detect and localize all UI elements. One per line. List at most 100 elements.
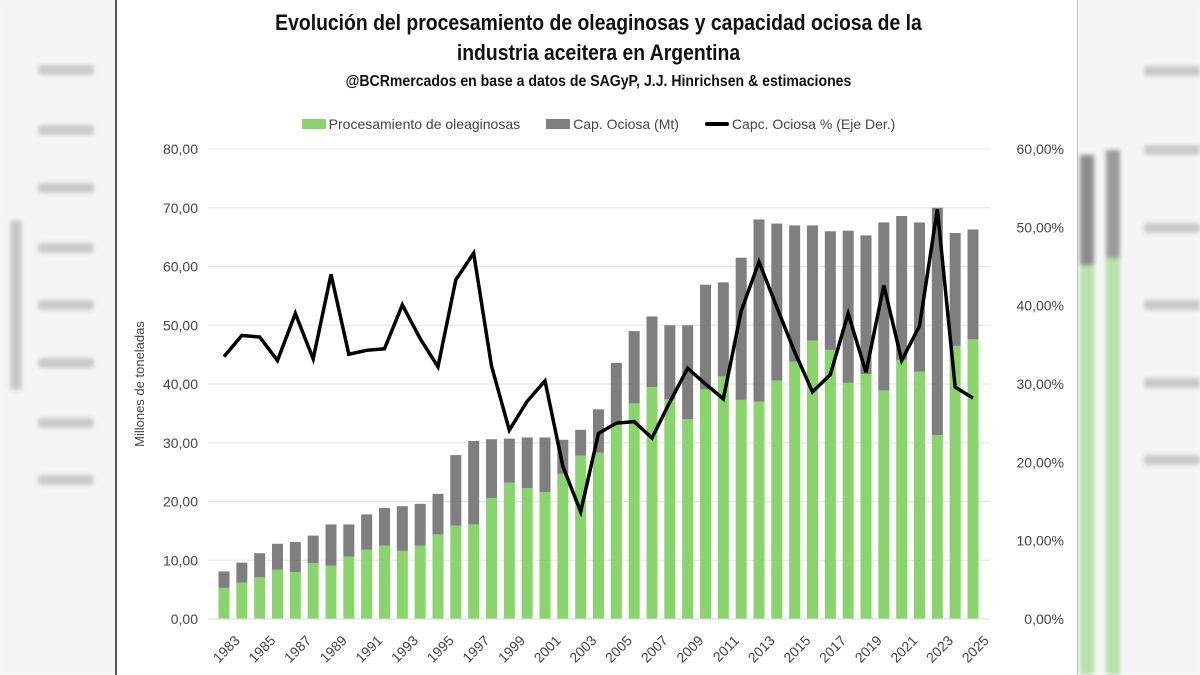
bar-idle-capacity <box>272 543 283 570</box>
bar-processing <box>396 550 408 619</box>
bar-processing <box>307 563 319 619</box>
x-tick-label: 1993 <box>388 632 421 665</box>
legend-swatch-gray <box>546 119 571 129</box>
bar-processing <box>700 389 711 619</box>
blurred-tick <box>38 475 94 485</box>
bar-processing <box>664 399 676 619</box>
x-tick-label: 2011 <box>710 632 743 665</box>
bar-processing <box>628 403 640 619</box>
chart-panel: Evolución del procesamiento de oleaginos… <box>115 0 1078 675</box>
bar-idle-capacity <box>236 562 248 583</box>
bar-idle-capacity <box>807 225 818 341</box>
x-tick-label: 1985 <box>245 632 278 665</box>
bar-processing <box>789 361 801 619</box>
bar-processing <box>289 572 301 619</box>
x-tick-label: 2013 <box>745 632 778 665</box>
legend-label: Cap. Ociosa (Mt) <box>573 116 679 132</box>
legend-label: Procesamiento de oleaginosas <box>328 116 521 132</box>
bar-processing <box>807 340 818 619</box>
bar-idle-capacity <box>521 437 533 488</box>
bar-idle-capacity <box>450 455 462 526</box>
blurred-tick <box>1144 223 1200 233</box>
y-tick-right: 60,00% <box>1017 141 1064 157</box>
blurred-tick <box>1144 378 1200 388</box>
x-tick-label: 1999 <box>495 632 528 665</box>
blurred-bar <box>1080 265 1094 675</box>
blurred-ylabel <box>10 220 22 390</box>
bar-processing <box>503 482 515 619</box>
chart-subtitle: @BCRmercados en base a datos de SAGyP, J… <box>345 73 852 90</box>
line-idle-percent <box>222 209 974 518</box>
bar-processing <box>557 473 569 619</box>
bar-processing <box>717 376 729 619</box>
x-tick-label: 2023 <box>923 632 956 665</box>
bar-idle-capacity <box>557 439 569 474</box>
bar-processing <box>646 386 658 619</box>
blurred-bar <box>1080 155 1094 265</box>
bar-idle-capacity <box>254 553 266 578</box>
bar-idle-capacity <box>486 439 497 498</box>
blurred-background-right <box>1078 0 1200 675</box>
bar-processing <box>593 452 604 619</box>
y-tick-left: 70,00 <box>163 200 198 216</box>
bar-processing <box>931 435 943 619</box>
bar-idle-capacity <box>218 571 230 588</box>
blurred-tick <box>1144 66 1200 76</box>
y-tick-left: 0,00 <box>171 611 198 627</box>
bar-processing <box>272 569 283 619</box>
bar-processing <box>682 419 694 619</box>
bar-processing <box>521 487 533 619</box>
chart-plot: 0,00 10,00 20,00 30,00 40,00 50,00 60,00 70,00 8… <box>132 141 1064 666</box>
chart-title-line-2: industria aceitera en Argentina <box>456 40 741 65</box>
y-tick-left: 50,00 <box>163 317 198 333</box>
x-tick-label: 2025 <box>959 632 992 665</box>
x-tick-label: 1983 <box>210 632 243 665</box>
x-tick-label: 2019 <box>852 632 885 665</box>
blurred-bar <box>1106 150 1120 258</box>
blurred-tick <box>38 418 94 428</box>
y-tick-left: 60,00 <box>163 259 198 275</box>
y-tick-left: 10,00 <box>163 552 198 568</box>
legend-swatch-green <box>301 119 326 129</box>
bar-idle-capacity <box>824 231 836 350</box>
bar-idle-capacity <box>307 535 319 564</box>
x-tick-label: 1991 <box>352 632 385 665</box>
bar-processing <box>842 382 854 619</box>
y-tick-right: 0,00% <box>1024 611 1064 627</box>
x-tick-label: 1997 <box>459 632 492 665</box>
bar-idle-capacity <box>664 325 676 400</box>
bar-processing <box>949 345 961 619</box>
bar-idle-capacity <box>842 230 854 383</box>
bar-processing <box>575 455 587 619</box>
bar-processing <box>379 545 390 619</box>
legend-item-idle-percent: Capc. Ociosa % (Eje Der.) <box>704 116 895 132</box>
blurred-tick <box>1144 145 1200 155</box>
y-tick-right: 30,00% <box>1017 376 1064 392</box>
bar-processing <box>468 524 480 619</box>
bar-idle-capacity <box>396 506 408 551</box>
bar-idle-capacity <box>539 437 551 493</box>
legend-item-processing: Procesamiento de oleaginosas <box>301 116 521 132</box>
bar-idle-capacity <box>379 507 390 546</box>
bar-idle-capacity <box>860 235 872 375</box>
blurred-tick <box>1144 455 1200 465</box>
blurred-tick <box>38 300 94 310</box>
bar-processing <box>414 545 426 619</box>
y-tick-left: 30,00 <box>163 435 198 451</box>
bar-processing <box>539 492 551 619</box>
bar-idle-capacity <box>789 225 801 362</box>
bar-processing <box>735 399 747 619</box>
blurred-tick <box>38 358 94 368</box>
bar-idle-capacity <box>949 233 961 346</box>
bar-idle-capacity <box>878 222 890 391</box>
y-tick-right: 50,00% <box>1017 219 1064 235</box>
bar-processing <box>236 582 248 619</box>
bar-idle-capacity <box>735 257 747 400</box>
bar-processing <box>753 401 765 619</box>
bar-processing <box>914 371 925 619</box>
bar-idle-capacity <box>468 440 480 525</box>
bar-idle-capacity <box>593 409 604 453</box>
bar-processing <box>771 380 783 619</box>
x-tick-label: 1995 <box>424 632 457 665</box>
blurred-background-left <box>0 0 116 675</box>
